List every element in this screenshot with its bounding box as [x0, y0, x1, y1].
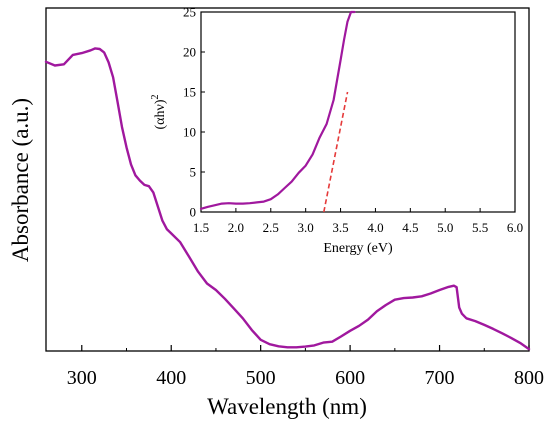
- inset-y-tick-label: 0: [190, 205, 197, 220]
- inset-x-tick-label: 3.5: [332, 220, 348, 235]
- inset-x-tick-label: 5.5: [472, 220, 488, 235]
- inset-x-tick-label: 3.0: [298, 220, 314, 235]
- inset-x-tick-label: 2.0: [228, 220, 244, 235]
- inset-x-tick-label: 4.5: [402, 220, 418, 235]
- inset-y-axis-title: (αhν)2: [150, 95, 168, 130]
- inset-y-axis-title-base: (αhν): [153, 99, 168, 129]
- inset-y-tick-label: 15: [183, 85, 196, 100]
- inset-x-tick-label: 6.0: [507, 220, 523, 235]
- inset-tauc-line: [199, 10, 356, 210]
- main-y-axis-title: Absorbance (a.u.): [8, 98, 33, 262]
- inset-plot-frame: [200, 11, 516, 213]
- inset-x-tick-label: 1.5: [193, 220, 209, 235]
- inset-x-axis-title: Energy (eV): [323, 241, 393, 256]
- main-x-tick-label: 400: [156, 367, 186, 389]
- main-x-tick-label: 500: [246, 367, 276, 389]
- main-plot-frame: [45, 7, 530, 352]
- main-x-axis-title: Wavelength (nm): [207, 394, 367, 419]
- inset-x-tick-label: 5.0: [437, 220, 453, 235]
- main-absorbance-line: [44, 47, 531, 351]
- main-plot: 300 400 500 600 700 800 Wavelength (nm) Absorba…: [8, 7, 544, 419]
- inset-y-tick-label: 25: [183, 5, 196, 20]
- main-x-tick-label: 800: [514, 367, 544, 389]
- inset-x-tick-label: 4.0: [367, 220, 383, 235]
- inset-tangent-fit-line: [323, 91, 349, 213]
- inset-plot: 1.5 2.0 2.5 3.0 3.5 4.0 4.5 5.0 5.5 6.0 0 5 10 15 20 25…: [150, 5, 523, 257]
- inset-y-tick-label: 20: [183, 45, 196, 60]
- main-x-tick-label: 300: [67, 367, 97, 389]
- inset-y-tick-label: 5: [190, 165, 197, 180]
- inset-y-axis-title-sup: 2: [150, 95, 161, 100]
- inset-y-tick-label: 10: [183, 125, 196, 140]
- main-x-tick-label: 700: [425, 367, 455, 389]
- inset-x-tick-label: 2.5: [263, 220, 279, 235]
- main-x-tick-label: 600: [335, 367, 365, 389]
